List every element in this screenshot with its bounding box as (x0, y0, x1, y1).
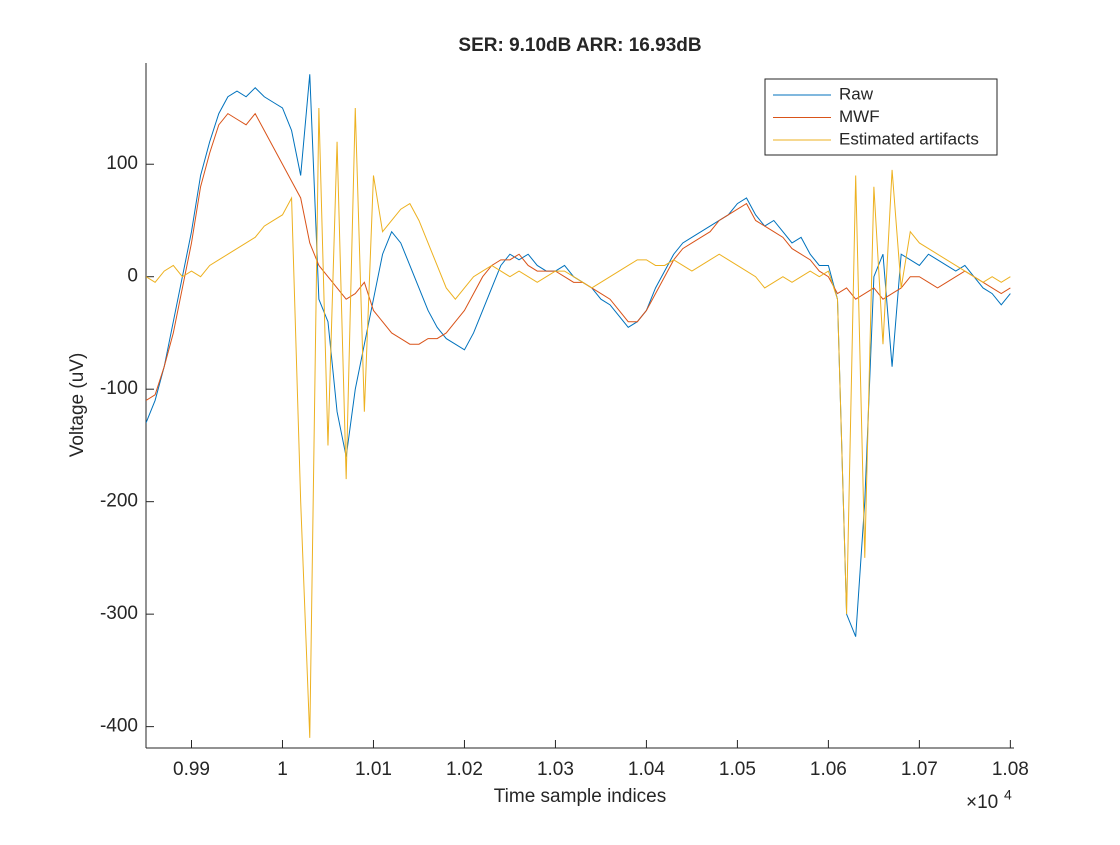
legend-label: Raw (839, 84, 874, 103)
x-tick-label: 0.99 (173, 759, 210, 780)
x-axis-label: Time sample indices (494, 786, 666, 807)
x-exponent-power: 4 (1004, 787, 1012, 803)
x-tick-label: 1.02 (446, 759, 483, 780)
legend-box (764, 78, 998, 156)
legend-label: Estimated artifacts (839, 129, 979, 148)
x-tick-label: 1.06 (810, 759, 847, 780)
legend-label: MWF (839, 107, 880, 126)
line-series (146, 107, 1011, 738)
x-tick-label: 1.04 (628, 759, 665, 780)
y-tick-label: -100 (100, 378, 138, 399)
x-tick-label: 1 (277, 759, 288, 780)
line-series (146, 112, 1011, 401)
x-tick-label: 1.07 (901, 759, 938, 780)
x-tick-label: 1.08 (992, 759, 1029, 780)
x-exponent-base: ×10 (966, 792, 998, 813)
y-tick-label: 0 (127, 266, 138, 287)
y-tick-label: 100 (106, 153, 138, 174)
line-series (146, 74, 1011, 637)
y-tick-label: -200 (100, 491, 138, 512)
y-axis-label: Voltage (uV) (67, 353, 88, 458)
x-tick-label: 1.01 (355, 759, 392, 780)
y-tick-label: -300 (100, 603, 138, 624)
x-tick-label: 1.05 (719, 759, 756, 780)
x-tick-label: 1.03 (537, 759, 574, 780)
chart-title: SER: 9.10dB ARR: 16.93dB (458, 35, 701, 56)
y-tick-label: -400 (100, 716, 138, 737)
